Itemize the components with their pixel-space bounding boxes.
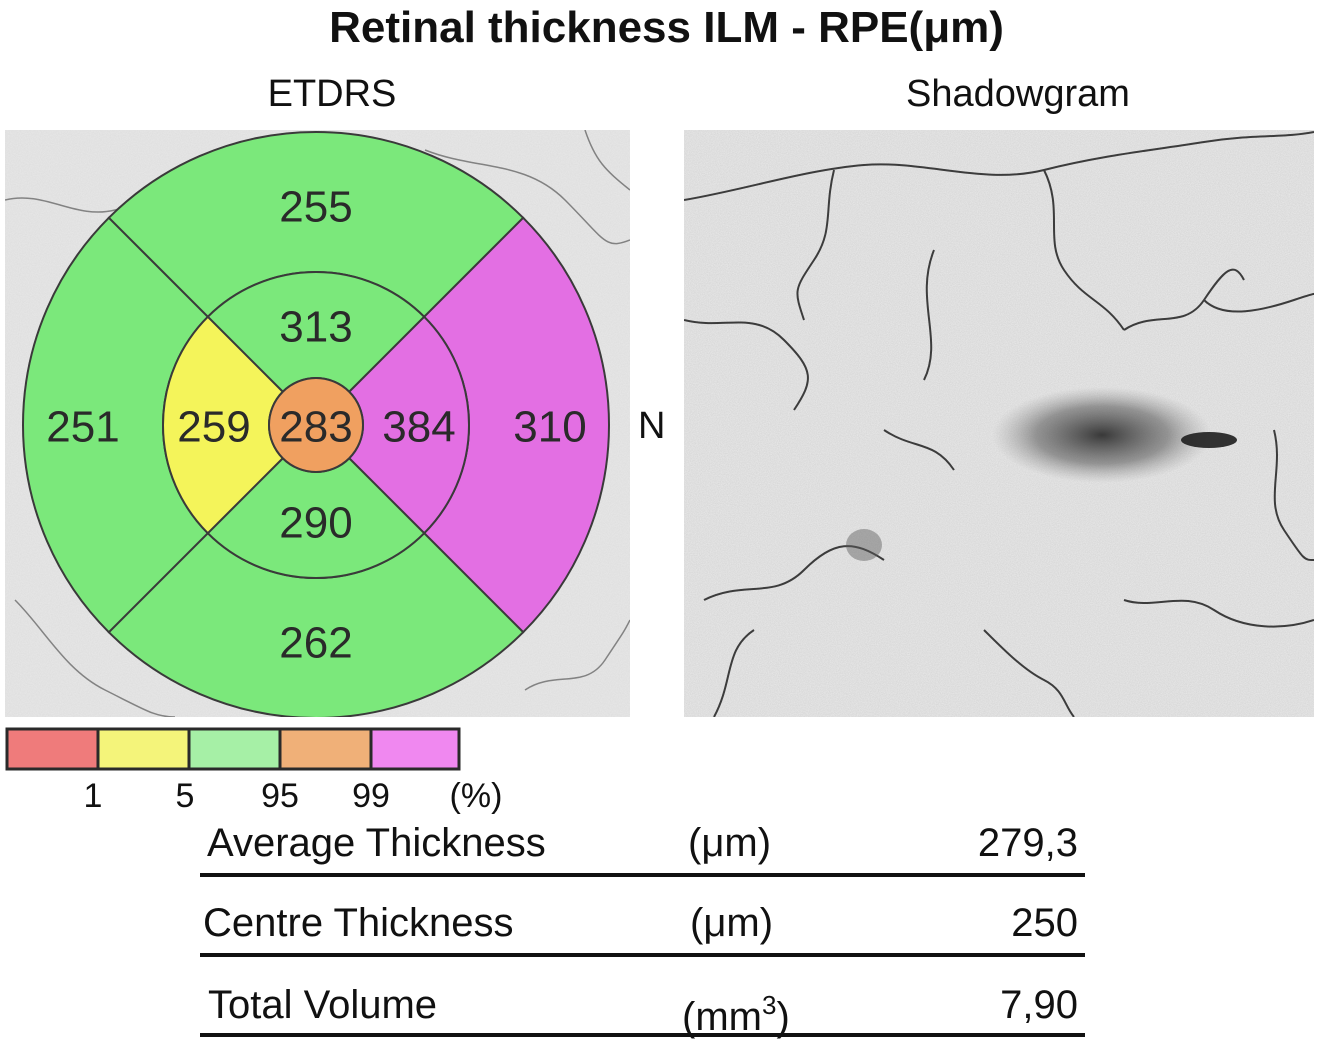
legend-unit: (%)	[449, 777, 503, 815]
shadowgram-panel-label: Shadowgram	[906, 73, 1130, 115]
etdrs-map: 255 313 251 259 283 384 310 290 262	[4, 129, 631, 719]
legend-tick-1: 1	[83, 777, 103, 815]
legend-tick-5: 5	[175, 777, 195, 815]
legend-swatch-5-95	[187, 727, 282, 771]
nasal-orientation-label: N	[638, 405, 666, 447]
stat-value-total-volume: 7,90	[1000, 983, 1078, 1027]
stat-value-average-thickness: 279,3	[977, 821, 1078, 865]
etdrs-panel-label: ETDRS	[267, 73, 397, 115]
shadowgram-faint-spot	[846, 529, 882, 561]
value-inner-inferior: 290	[279, 499, 352, 548]
value-outer-superior: 255	[279, 183, 352, 232]
value-inner-nasal: 384	[382, 403, 455, 452]
value-outer-nasal: 310	[513, 403, 586, 452]
percentile-legend	[5, 727, 465, 778]
shadowgram-image	[683, 130, 1317, 718]
stat-label-total-volume: Total Volume	[208, 983, 438, 1027]
stat-unit-centre-thickness: (μm)	[690, 901, 774, 945]
stat-divider	[200, 873, 1085, 877]
legend-swatch-95-99	[278, 727, 373, 771]
value-inner-superior: 313	[279, 303, 352, 352]
stat-unit-total-volume: (mm3)	[682, 990, 790, 1039]
value-outer-temporal: 251	[46, 403, 119, 452]
legend-tick-95: 95	[261, 777, 299, 815]
legend-swatch-1-5	[96, 727, 191, 771]
stat-divider	[200, 953, 1085, 957]
shadowgram-dark-spot	[1181, 432, 1237, 448]
stat-label-centre-thickness: Centre Thickness	[203, 901, 514, 945]
stat-value-centre-thickness: 250	[1011, 901, 1078, 945]
chart-title: Retinal thickness ILM - RPE(μm)	[329, 3, 1004, 52]
stat-divider	[200, 1033, 1085, 1037]
value-center: 283	[279, 403, 352, 452]
shadowgram-vessels	[683, 131, 1317, 718]
sector-center	[268, 377, 364, 473]
legend-swatch-above-99	[369, 727, 461, 771]
legend-tick-99: 99	[352, 777, 390, 815]
value-inner-temporal: 259	[177, 403, 250, 452]
shadowgram-lesion	[992, 387, 1212, 483]
value-outer-inferior: 262	[279, 619, 352, 668]
stat-unit-average-thickness: (μm)	[688, 821, 772, 865]
legend-swatch-below-1	[5, 727, 100, 771]
stat-label-average-thickness: Average Thickness	[207, 821, 546, 865]
